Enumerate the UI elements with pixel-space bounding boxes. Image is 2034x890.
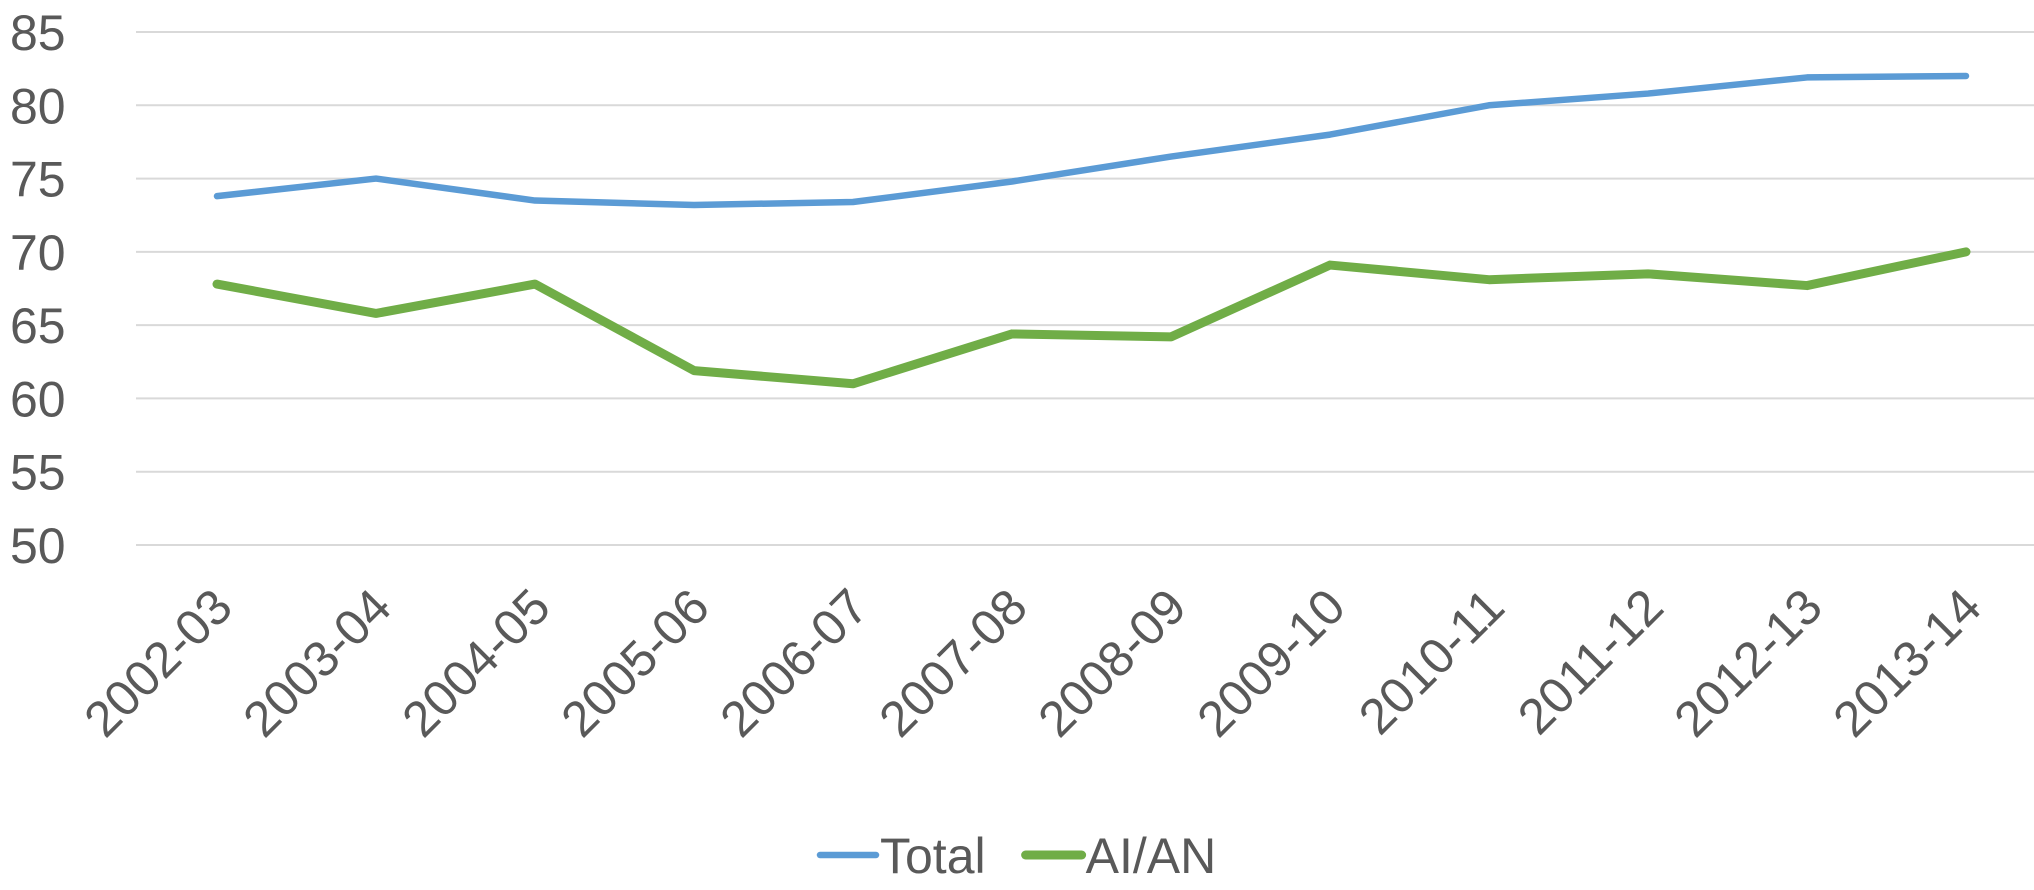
y-tick-label: 70	[10, 225, 66, 281]
x-tick-label: 2008-09	[1027, 578, 1196, 747]
x-tick-label: 2003-04	[232, 578, 401, 747]
y-tick-label: 55	[10, 445, 66, 501]
y-tick-label: 75	[10, 152, 66, 208]
x-tick-label: 2011-12	[1507, 578, 1674, 745]
x-tick-label: 2002-03	[73, 578, 242, 747]
x-tick-label: 2004-05	[391, 578, 560, 747]
y-tick-label: 80	[10, 78, 66, 134]
y-tick-label: 60	[10, 371, 66, 427]
legend-label: AI/AN	[1086, 828, 1217, 884]
x-tick-label: 2013-14	[1822, 578, 1991, 747]
line-series	[212, 247, 1971, 389]
x-tick-label: 2010-11	[1348, 578, 1515, 745]
x-tick-label: 2009-10	[1186, 578, 1355, 747]
line-series	[213, 72, 1970, 209]
y-tick-label: 65	[10, 298, 66, 354]
y-tick-label: 85	[10, 5, 66, 61]
legend-label: Total	[880, 828, 986, 884]
x-tick-label: 2006-07	[709, 578, 878, 747]
x-tick-label: 2012-13	[1663, 578, 1832, 747]
y-tick-label: 50	[10, 518, 66, 574]
x-tick-label: 2007-08	[868, 578, 1037, 747]
x-tick-label: 2005-06	[550, 578, 719, 747]
